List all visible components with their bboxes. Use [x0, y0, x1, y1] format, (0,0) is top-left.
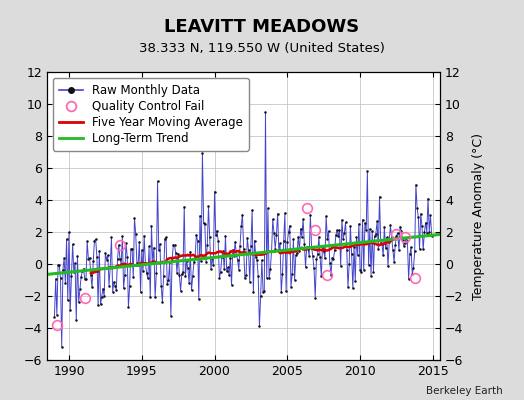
Text: 38.333 N, 119.550 W (United States): 38.333 N, 119.550 W (United States) — [139, 42, 385, 55]
Text: LEAVITT MEADOWS: LEAVITT MEADOWS — [165, 18, 359, 36]
Text: Berkeley Earth: Berkeley Earth — [427, 386, 503, 396]
Legend: Raw Monthly Data, Quality Control Fail, Five Year Moving Average, Long-Term Tren: Raw Monthly Data, Quality Control Fail, … — [53, 78, 249, 150]
Y-axis label: Temperature Anomaly (°C): Temperature Anomaly (°C) — [472, 132, 485, 300]
